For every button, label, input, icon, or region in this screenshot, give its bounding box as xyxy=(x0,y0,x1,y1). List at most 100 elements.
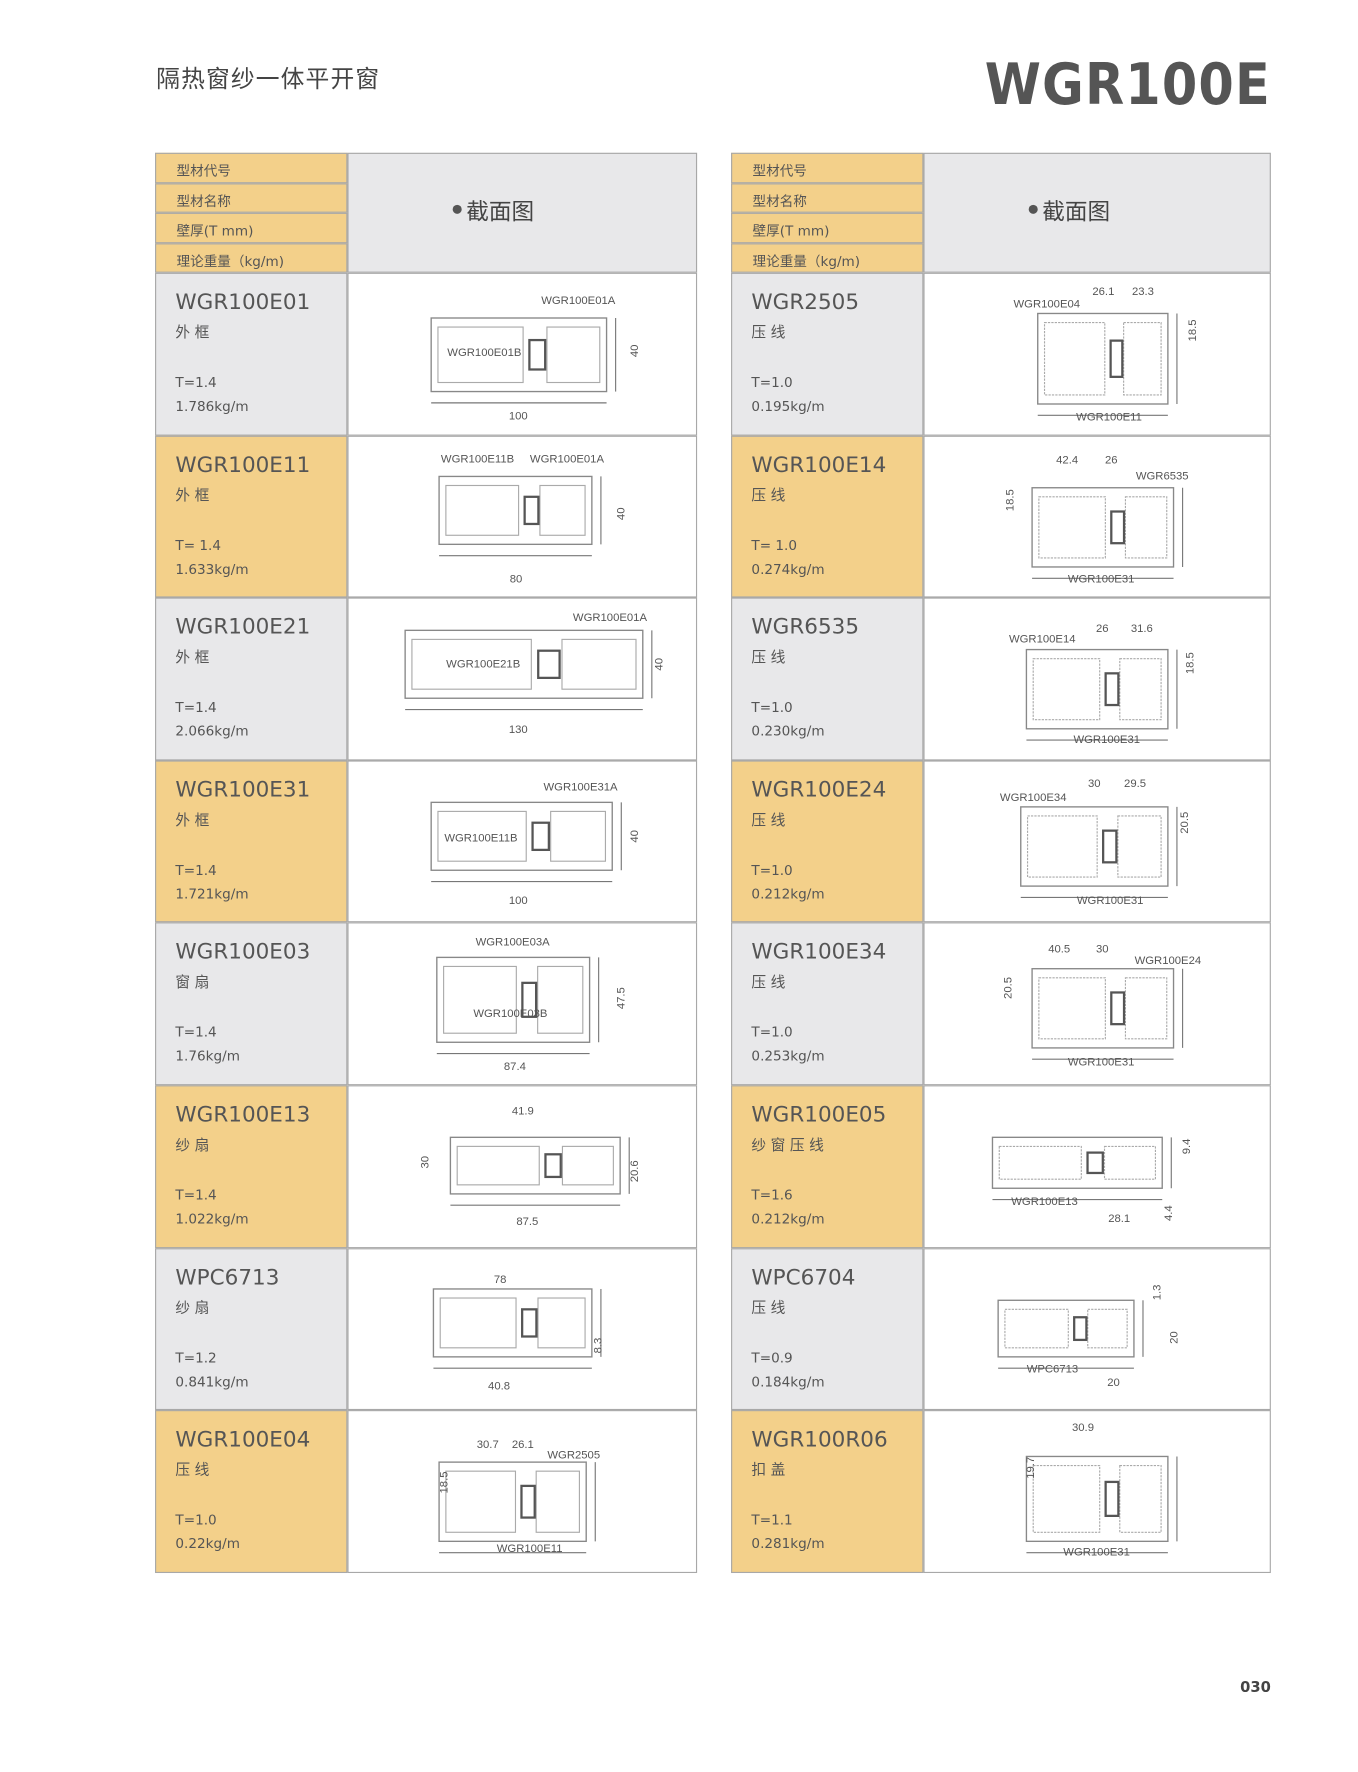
profile-outline xyxy=(438,475,593,545)
thermal-break xyxy=(1086,1151,1104,1175)
section-diagram: 78 8.3 40.8 xyxy=(347,1247,698,1411)
diagram-label: 20 xyxy=(1169,1331,1181,1344)
diagram-heading: 截面图 xyxy=(1042,198,1111,226)
diagram-label: 78 xyxy=(494,1273,507,1285)
thermal-break xyxy=(1110,991,1126,1026)
profile-chamber xyxy=(1117,815,1162,878)
profile-chamber xyxy=(1119,1465,1162,1534)
diagram-label: WGR100E01A xyxy=(541,295,616,307)
thermal-break xyxy=(521,982,538,1019)
profile-code: WGR100E13 xyxy=(175,1102,311,1128)
profile-name: 压线 xyxy=(751,487,790,505)
page-number: 030 xyxy=(1240,1679,1271,1697)
label-cell: WGR100E11 外框 T= 1.4 1.633kg/m xyxy=(155,435,348,598)
header-diagram-cell xyxy=(923,152,1271,273)
diagram-label: WGR6535 xyxy=(1136,470,1189,482)
profile-name: 外框 xyxy=(175,649,214,667)
profile-name: 窗扇 xyxy=(175,974,214,992)
profile-chamber xyxy=(437,810,527,862)
thickness: T=1.0 xyxy=(751,1024,793,1041)
diagram-label: 30.9 xyxy=(1072,1422,1094,1434)
profile-code: WGR6535 xyxy=(751,614,860,640)
diagram-label: 23.3 xyxy=(1132,286,1154,298)
weight: 0.253kg/m xyxy=(751,1048,825,1065)
profile-chamber xyxy=(1004,1308,1069,1348)
thermal-break xyxy=(1109,339,1124,378)
profile-chamber xyxy=(1032,1465,1101,1534)
diagram-label: 40 xyxy=(629,830,641,843)
profile-outline xyxy=(1025,649,1169,730)
profile-chamber xyxy=(550,810,607,862)
thermal-break xyxy=(1104,1480,1120,1518)
thickness: T=1.0 xyxy=(751,699,793,716)
weight: 1.721kg/m xyxy=(175,885,249,902)
profile-chamber xyxy=(1123,321,1162,396)
weight: 1.022kg/m xyxy=(175,1210,249,1227)
diagram-label: 30 xyxy=(419,1156,431,1169)
weight: 1.786kg/m xyxy=(175,398,249,415)
diagram-label: 41.9 xyxy=(512,1105,534,1117)
profile-outline xyxy=(430,801,613,871)
diagram-label: WGR100E11B xyxy=(444,832,517,844)
profile-code: WGR100E34 xyxy=(751,939,887,965)
diagram-label: 18.5 xyxy=(1187,319,1199,341)
thickness: T= 1.4 xyxy=(175,537,222,553)
section-diagram: 1.3 20 WPC6713 20 xyxy=(923,1247,1271,1411)
profile-chamber xyxy=(437,326,524,384)
section-diagram: 41.9 30 20.6 87.5 xyxy=(347,1085,698,1248)
profile-chamber xyxy=(1026,815,1098,878)
weight: 1.633kg/m xyxy=(175,560,249,577)
section-diagram: WGR100E11B WGR100E01A 40 80 xyxy=(347,435,698,598)
profile-chamber xyxy=(1032,658,1101,721)
thermal-break xyxy=(528,338,547,371)
profile-name: 压线 xyxy=(751,812,790,830)
subtitle: 隔热窗纱一体平开窗 xyxy=(156,65,381,93)
diagram-label: 26 xyxy=(1096,623,1109,635)
diagram-label: 4.4 xyxy=(1163,1205,1175,1221)
diagram-label: 19.7 xyxy=(1025,1457,1037,1479)
section-diagram: 40.5 30 WGR100E24 20.5 WGR100E31 xyxy=(923,922,1271,1086)
profile-outline xyxy=(1037,312,1169,405)
profile-code: WGR100E14 xyxy=(751,452,887,478)
profile-name: 压线 xyxy=(751,649,790,667)
profile-chamber xyxy=(411,639,532,690)
profile-chamber xyxy=(561,1145,614,1186)
section-diagram: 30.7 26.1 WGR2505 18.5 WGR100E11 xyxy=(347,1410,698,1573)
section-diagram: WGR100E31A WGR100E11B 40 100 xyxy=(347,760,698,923)
diagram-label: 40 xyxy=(615,507,627,520)
weight: 1.76kg/m xyxy=(175,1048,240,1065)
profile-code: WGR100E24 xyxy=(751,777,887,803)
profile-code: WGR100R06 xyxy=(751,1427,888,1453)
profile-chamber xyxy=(546,326,601,384)
label-cell: WGR100R06 扣盖 T=1.1 0.281kg/m xyxy=(731,1410,924,1573)
label-cell: WGR100E14 压线 T= 1.0 0.274kg/m xyxy=(731,435,924,598)
weight: 0.212kg/m xyxy=(751,885,825,902)
header-label-cell: 型材代号 xyxy=(731,152,924,183)
profile-outline xyxy=(436,957,591,1044)
profile-outline xyxy=(997,1299,1135,1358)
profile-chamber xyxy=(445,1470,517,1534)
thermal-break xyxy=(531,821,550,851)
label-cell: WGR100E04 压线 T=1.0 0.22kg/m xyxy=(155,1410,348,1573)
diagram-label: 18.5 xyxy=(439,1472,451,1494)
profile-code: WGR100E03 xyxy=(175,939,311,965)
diagram-label: WGR100E03A xyxy=(476,937,551,949)
thickness: T=1.1 xyxy=(751,1512,793,1528)
weight: 0.841kg/m xyxy=(175,1373,249,1390)
profile-outline xyxy=(1025,1455,1169,1543)
profile-outline xyxy=(1031,486,1175,568)
profile-chamber xyxy=(1103,1145,1156,1180)
profile-name: 压线 xyxy=(175,1462,214,1480)
thickness: T=1.4 xyxy=(175,1024,217,1041)
diagram-label: WGR100E34 xyxy=(1000,792,1067,804)
diagram-label: 87.5 xyxy=(516,1216,538,1228)
diagram-label: 28.1 xyxy=(1108,1213,1130,1225)
profile-code: WGR2505 xyxy=(751,289,860,315)
profile-chamber xyxy=(537,1296,586,1348)
thermal-break xyxy=(523,495,540,525)
profile-outline xyxy=(991,1136,1163,1189)
diagram-label: 100 xyxy=(509,895,528,907)
section-diagram: 30.9 19.7 WGR100E31 xyxy=(923,1410,1271,1573)
section-diagram: WGR100E04 26.1 23.3 18.5 WGR100E11 xyxy=(923,272,1271,436)
header-label-cell: 壁厚(T mm) xyxy=(155,212,348,243)
